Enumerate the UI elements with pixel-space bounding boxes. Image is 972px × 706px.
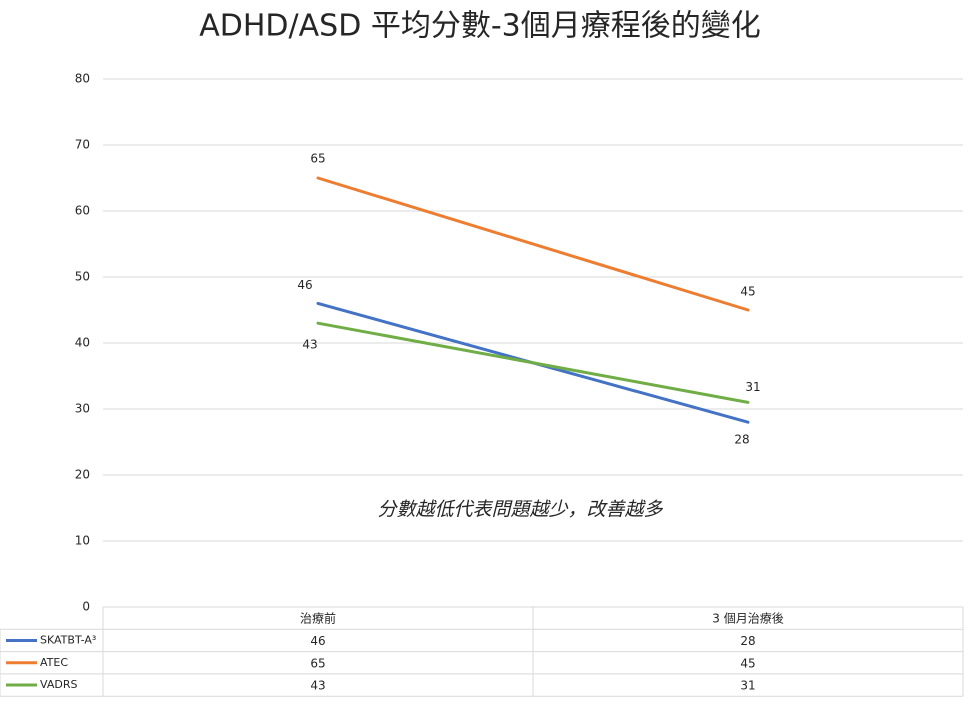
- table-header: 治療前: [300, 611, 336, 626]
- data-label: 43: [302, 338, 317, 352]
- y-tick-label: 70: [75, 138, 90, 152]
- table-cell: 45: [740, 656, 755, 670]
- line: [316, 321, 750, 404]
- data-label: 65: [310, 152, 325, 166]
- data-label: 45: [740, 285, 755, 299]
- y-tick-label: 0: [82, 600, 90, 614]
- table-cell: 43: [310, 679, 325, 693]
- y-tick-label: 80: [75, 72, 90, 86]
- annotation: 分數越低代表問題越少，改善越多: [377, 499, 663, 521]
- y-tick-label: 20: [75, 468, 90, 482]
- y-tick-label: 30: [75, 402, 90, 416]
- table-cell: 28: [740, 634, 755, 648]
- legend-label: SKATBT-A³: [40, 633, 96, 646]
- data-label: 28: [734, 433, 749, 447]
- data-label: 46: [297, 278, 312, 292]
- chart-title: ADHD/ASD 平均分數-3個月療程後的變化: [199, 9, 761, 44]
- line: [316, 176, 750, 312]
- y-tick-label: 60: [75, 204, 90, 218]
- y-tick-label: 50: [75, 270, 90, 284]
- table-cell: 31: [740, 679, 755, 693]
- data-label: 31: [745, 380, 760, 394]
- legend-label: ATEC: [40, 656, 68, 669]
- y-tick-label: 10: [75, 534, 90, 548]
- table-cell: 65: [310, 656, 325, 670]
- table-header: 3 個月治療後: [712, 612, 783, 626]
- y-tick-label: 40: [75, 336, 90, 350]
- table-cell: 46: [310, 634, 325, 648]
- legend-label: VADRS: [40, 678, 77, 691]
